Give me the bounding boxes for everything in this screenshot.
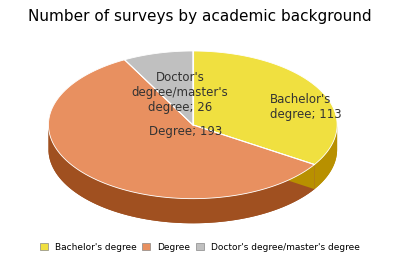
Text: Bachelor's
degree; 113: Bachelor's degree; 113: [270, 93, 342, 121]
Polygon shape: [124, 52, 193, 125]
Polygon shape: [48, 128, 314, 223]
Polygon shape: [48, 60, 314, 199]
Text: Number of surveys by academic background: Number of surveys by academic background: [28, 9, 372, 24]
Polygon shape: [193, 52, 337, 165]
Polygon shape: [193, 125, 314, 189]
Polygon shape: [314, 126, 337, 189]
Polygon shape: [48, 128, 314, 223]
Text: Doctor's
degree/master's
degree; 26: Doctor's degree/master's degree; 26: [132, 71, 228, 114]
Legend: Bachelor's degree, Degree, Doctor's degree/master's degree: Bachelor's degree, Degree, Doctor's degr…: [38, 241, 362, 253]
Polygon shape: [314, 126, 337, 189]
Text: Degree; 193: Degree; 193: [150, 125, 223, 138]
